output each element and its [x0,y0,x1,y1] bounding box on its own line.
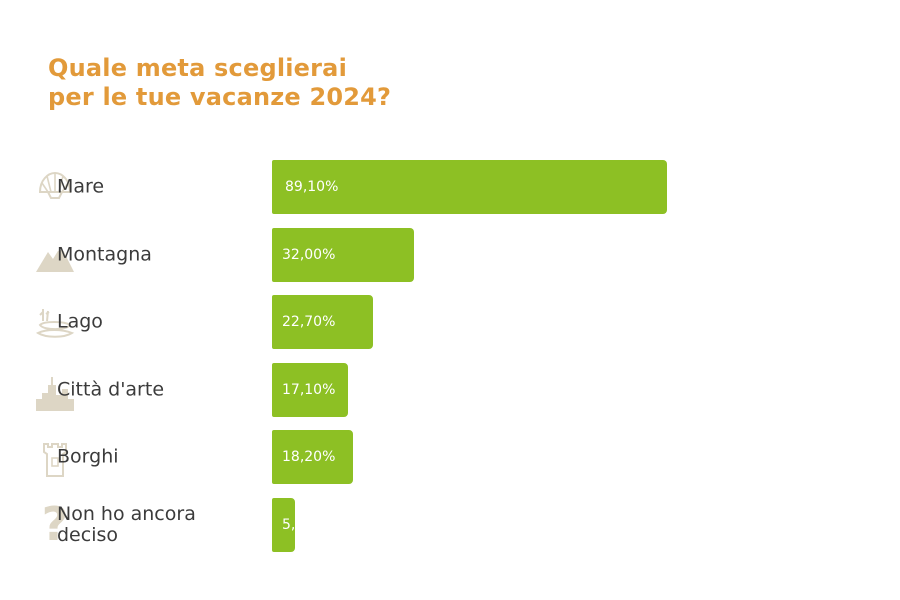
chart-row: Lago 22,70% [0,295,900,349]
category-label: Non ho ancora deciso [57,502,257,546]
chart-row: ? Non ho ancora deciso 5,10% [0,497,900,552]
category-label-line: Mare [57,175,105,198]
data-label: 17,10% [282,381,336,398]
data-label: 18,20% [282,449,336,465]
category-label-line: Lago [57,310,103,333]
mountain-icon [34,236,76,278]
data-label: 32,00% [282,246,336,263]
chart-title-line-2: per le tue vacanze 2024? [48,83,392,111]
data-label: 89,10% [285,179,339,195]
category-label: Città d'arte [57,379,257,400]
category-label: Lago [57,310,257,333]
tower-icon [34,438,76,480]
bar [272,160,667,214]
data-label: 22,70% [282,314,336,330]
category-label-line: Non ho ancora [57,502,196,525]
category-label: Montagna [57,244,257,265]
category-label-line: deciso [57,523,118,546]
city-icon [34,371,76,413]
chart-title: Quale meta sceglierai per le tue vacanze… [48,54,468,112]
category-label: Borghi [57,445,257,468]
shell-icon [34,168,76,210]
chart-row: Città d'arte 17,10% [0,362,900,417]
chart-title-line-1: Quale meta sceglierai [48,54,348,82]
svg-text:?: ? [42,500,69,542]
chart-row: Montagna 32,00% [0,227,900,282]
chart-row: Borghi 18,20% [0,430,900,484]
category-label-line: Montagna [57,243,152,265]
bar [272,497,295,552]
question-icon: ? [34,500,76,552]
lake-icon [34,303,76,345]
data-label: 5,10% [282,516,327,533]
chart-row: Mare 89,10% [0,160,900,214]
bar [272,362,348,417]
bar [272,430,353,484]
category-label: Mare [57,175,257,198]
bar [272,227,414,282]
category-label-line: Borghi [57,445,119,468]
category-label-line: Città d'arte [57,378,165,400]
bar [272,295,373,349]
